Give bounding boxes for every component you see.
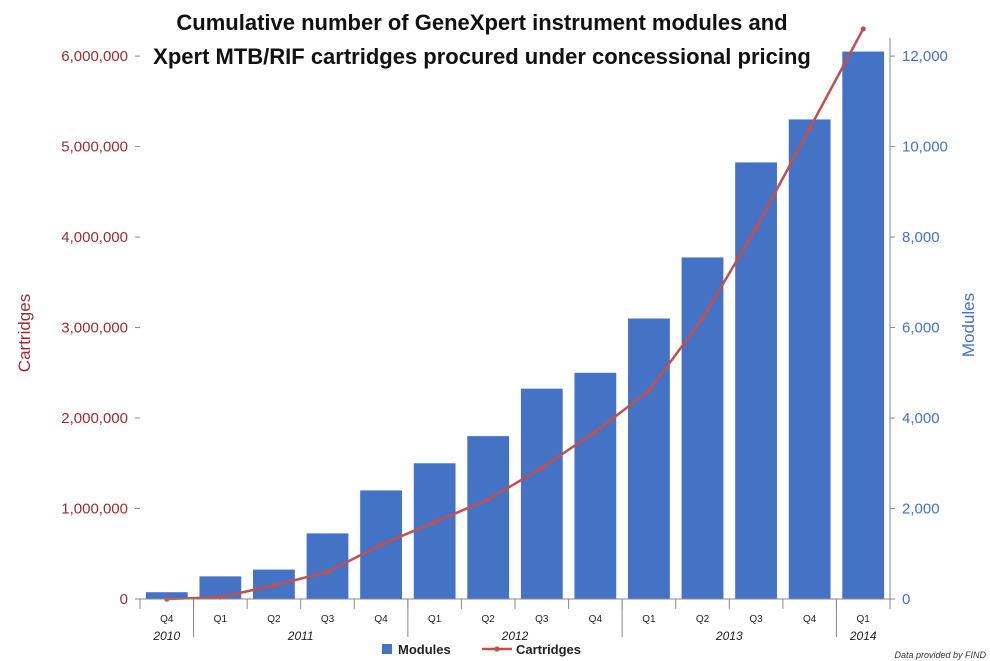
modules-bar (306, 533, 349, 599)
x-category-label: Q2 (482, 614, 496, 625)
cartridges-point (539, 465, 545, 471)
y-left-tick-label: 2,000,000 (61, 410, 128, 427)
x-axis-year-labels: 2010 2011 2012 2013 2014 (152, 599, 877, 643)
x-category-label: Q3 (749, 614, 763, 625)
modules-bar (145, 592, 188, 599)
y-left-tick-label: 6,000,000 (61, 48, 128, 65)
modules-bar (199, 576, 242, 599)
y-left-tick-label: 1,000,000 (61, 501, 128, 518)
legend-swatch-modules (382, 644, 392, 654)
modules-bar (788, 119, 831, 599)
modules-bar (842, 51, 885, 600)
y-axis-right-label: Modules (959, 293, 978, 357)
y-right-tick-label: 6,000 (902, 320, 940, 337)
x-category-label: Q2 (267, 614, 281, 625)
modules-bar (520, 388, 563, 599)
legend-label-modules: Modules (398, 642, 451, 657)
x-category-label: Q1 (214, 614, 228, 625)
cartridges-line-path (166, 28, 865, 601)
legend-marker-cartridges (494, 646, 500, 652)
data-credit: Data provided by FIND (894, 650, 986, 660)
x-year-label: 2010 (152, 629, 180, 643)
x-category-label: Q4 (374, 614, 388, 625)
y-axis-right-ticks: 0 2,000 4,000 6,000 8,000 10,000 12,000 (889, 38, 948, 608)
legend: Modules Cartridges (382, 642, 581, 657)
x-axis-ticks (139, 599, 891, 609)
modules-bar (735, 162, 777, 599)
cartridges-point (217, 594, 223, 600)
y-right-tick-label: 4,000 (902, 410, 940, 427)
cartridges-point (324, 569, 331, 575)
modules-bar (574, 372, 617, 599)
y-right-tick-label: 10,000 (902, 139, 948, 156)
y-right-tick-label: 12,000 (902, 48, 948, 65)
x-category-label: Q1 (857, 614, 871, 625)
x-category-label: Q3 (321, 614, 335, 625)
modules-bar (628, 318, 670, 599)
y-right-tick-label: 2,000 (902, 501, 940, 518)
cartridges-point (485, 496, 491, 503)
modules-bars (145, 51, 885, 600)
x-year-label: 2013 (715, 629, 743, 643)
x-axis-category-labels: Q4 Q1 Q2 Q3 Q4 Q1 Q2 Q3 Q4 Q1 Q2 Q3 Q4 Q1 (160, 614, 870, 625)
chart-title: Cumulative number of GeneXpert instrumen… (153, 10, 811, 69)
legend-label-cartridges: Cartridges (516, 642, 581, 657)
cartridges-point (807, 125, 813, 132)
y-right-tick-label: 0 (902, 591, 910, 608)
chart-title-line-1: Cumulative number of GeneXpert instrumen… (176, 10, 787, 35)
x-category-label: Q1 (428, 614, 442, 625)
modules-bar (467, 436, 510, 599)
x-category-label: Q4 (160, 614, 174, 625)
x-year-label: 2011 (287, 629, 314, 643)
cartridges-point (592, 429, 598, 435)
y-left-tick-label: 3,000,000 (61, 320, 128, 337)
y-left-tick-label: 4,000,000 (61, 229, 128, 246)
x-category-label: Q4 (589, 614, 603, 625)
x-category-label: Q3 (535, 614, 549, 625)
cartridges-point (432, 519, 438, 525)
chart-title-line-2: Xpert MTB/RIF cartridges procured under … (153, 44, 811, 69)
y-right-tick-label: 8,000 (902, 229, 940, 246)
modules-bar (681, 257, 724, 599)
y-left-tick-label: 0 (120, 591, 128, 608)
cartridges-point (699, 315, 706, 322)
x-year-label: 2014 (849, 629, 877, 643)
x-category-label: Q1 (642, 614, 656, 625)
y-left-tick-label: 5,000,000 (61, 139, 128, 156)
cartridges-point (646, 388, 652, 394)
cartridges-point (860, 26, 866, 32)
x-year-label: 2012 (501, 629, 529, 643)
cartridges-point (753, 225, 759, 231)
y-axis-left-label: Cartridges (15, 294, 34, 372)
x-category-label: Q2 (696, 614, 710, 625)
cartridges-point (271, 582, 277, 589)
cartridges-line (164, 26, 866, 602)
cartridges-point (378, 542, 384, 548)
y-axis-left-ticks: 0 1,000,000 2,000,000 3,000,000 4,000,000 5,0… (61, 48, 140, 608)
x-category-label: Q4 (803, 614, 817, 625)
modules-bar (413, 463, 456, 599)
